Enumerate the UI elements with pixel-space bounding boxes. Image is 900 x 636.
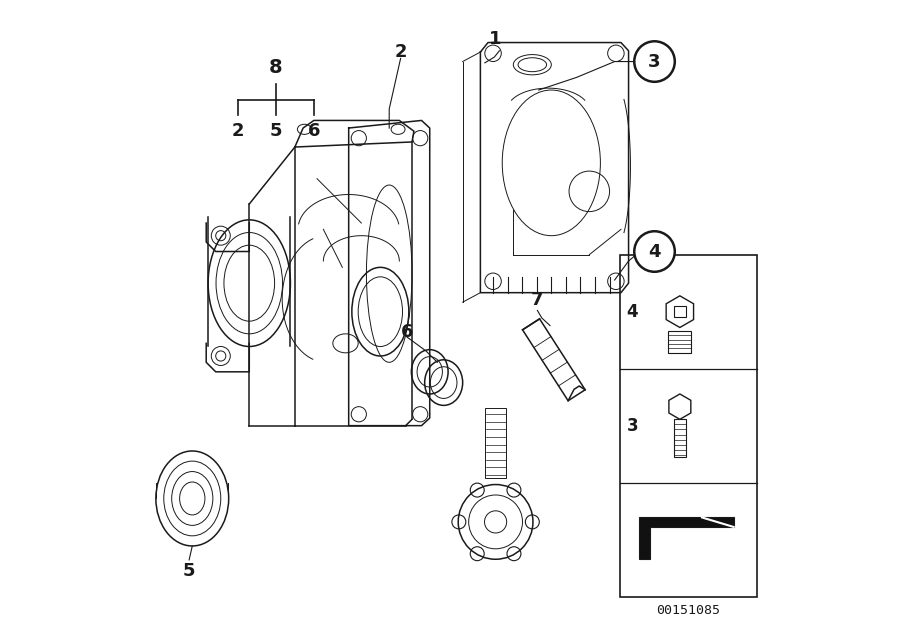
Bar bbox=[669, 331, 691, 353]
Text: 5: 5 bbox=[270, 122, 282, 140]
Text: 2: 2 bbox=[394, 43, 407, 61]
Text: 6: 6 bbox=[308, 122, 320, 140]
Polygon shape bbox=[639, 518, 734, 558]
Bar bbox=[620, 254, 757, 597]
Text: 4: 4 bbox=[648, 242, 661, 261]
Text: 2: 2 bbox=[231, 122, 244, 140]
Text: 5: 5 bbox=[183, 562, 195, 580]
Text: 3: 3 bbox=[626, 417, 638, 434]
Text: 7: 7 bbox=[531, 291, 544, 309]
Text: 00151085: 00151085 bbox=[656, 604, 720, 617]
Text: 6: 6 bbox=[400, 323, 413, 341]
Bar bbox=[673, 419, 686, 457]
Text: 4: 4 bbox=[626, 303, 638, 321]
Circle shape bbox=[634, 41, 675, 82]
Circle shape bbox=[634, 232, 675, 272]
Text: 1: 1 bbox=[490, 31, 502, 48]
Bar bbox=[485, 408, 506, 478]
Text: 3: 3 bbox=[648, 53, 661, 71]
Text: 8: 8 bbox=[269, 59, 283, 78]
